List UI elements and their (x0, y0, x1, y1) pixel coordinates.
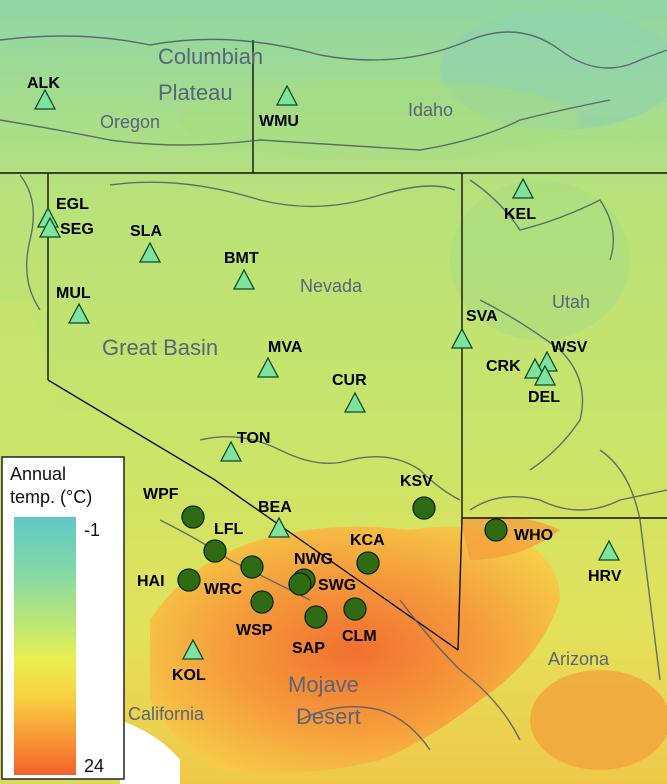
region-nevada: Nevada (300, 276, 363, 296)
legend-title-line2: temp. (°C) (10, 487, 92, 507)
legend-title-line1: Annual (10, 464, 66, 484)
region-labels: Columbian Plateau Oregon Idaho Nevada Ut… (100, 44, 610, 729)
site-label-wmu: WMU (259, 113, 299, 130)
site-label-alk: ALK (27, 75, 60, 92)
site-marker-bmt (232, 268, 256, 290)
site-label-lfl: LFL (214, 521, 244, 538)
site-marker-kel (511, 177, 535, 199)
site-label-clm: CLM (342, 628, 377, 645)
site-marker-ton (219, 440, 243, 462)
site-marker-hrv (597, 539, 621, 561)
site-marker-clm (343, 597, 367, 621)
region-arizona: Arizona (548, 649, 610, 669)
site-label-wpf: WPF (143, 486, 179, 503)
site-marker-ksv (412, 496, 436, 520)
site-marker-wmu (275, 84, 299, 106)
site-label-mul: MUL (56, 285, 91, 302)
site-marker-del (533, 364, 557, 386)
site-marker-kca (356, 551, 380, 575)
site-marker-hai (177, 568, 201, 592)
site-label-bea: BEA (258, 499, 292, 516)
site-label-wsv: WSV (551, 339, 588, 356)
region-plateau: Plateau (158, 80, 233, 105)
state-borders (0, 40, 667, 651)
site-label-sap: SAP (292, 640, 325, 657)
site-label-hai: HAI (137, 573, 165, 590)
site-label-ksv: KSV (400, 473, 433, 490)
site-marker-mul (67, 302, 91, 324)
site-label-ton: TON (237, 430, 270, 447)
site-marker-wrc (240, 555, 264, 579)
site-marker-sva (450, 327, 474, 349)
terrain-contours (0, 31, 667, 751)
site-marker-bea (267, 516, 291, 538)
triangle-sites: ALK WMU EGL SEG SLA BMT MUL KEL SVA WSV CRK DEL MVA C… (27, 75, 622, 684)
site-marker-wpf (181, 505, 205, 529)
region-california: California (128, 704, 205, 724)
region-desert: Desert (296, 704, 361, 729)
region-idaho: Idaho (408, 100, 453, 120)
site-marker-sla (138, 241, 162, 263)
site-label-kol: KOL (172, 667, 206, 684)
site-marker-who (484, 518, 508, 542)
site-label-crk: CRK (486, 358, 521, 375)
site-marker-alk (33, 88, 57, 110)
site-marker-wsp (250, 590, 274, 614)
site-label-kca: KCA (350, 532, 385, 549)
legend-colorbar (14, 517, 76, 775)
region-great-basin: Great Basin (102, 335, 218, 360)
region-utah: Utah (552, 292, 590, 312)
site-label-egl: EGL (56, 196, 89, 213)
site-label-mva: MVA (268, 339, 303, 356)
legend-min-label: 24 (84, 756, 104, 776)
site-marker-sap (304, 605, 328, 629)
site-label-who: WHO (514, 527, 553, 544)
site-label-sla: SLA (130, 223, 162, 240)
site-label-kel: KEL (504, 206, 536, 223)
site-marker-seg (38, 216, 62, 238)
site-label-wrc: WRC (204, 581, 243, 598)
site-marker-crk (523, 357, 547, 379)
region-mojave: Mojave (288, 672, 359, 697)
legend: Annual temp. (°C) -1 24 (1, 456, 125, 780)
legend-max-label: -1 (84, 520, 100, 540)
site-label-sva: SVA (466, 308, 498, 325)
site-label-wsp: WSP (236, 622, 273, 639)
site-label-swg: SWG (318, 577, 356, 594)
site-marker-swg (288, 572, 312, 596)
site-marker-mva (256, 356, 280, 378)
site-label-hrv: HRV (588, 568, 622, 585)
site-label-nwg: NWG (294, 551, 333, 568)
site-label-del: DEL (528, 389, 560, 406)
site-marker-cur (343, 391, 367, 413)
site-label-seg: SEG (60, 221, 94, 238)
site-label-bmt: BMT (224, 250, 259, 267)
region-oregon: Oregon (100, 112, 160, 132)
region-columbian: Columbian (158, 44, 263, 69)
circle-sites: WPF LFL HAI WRC WSP NWG SWG SAP CLM KCA KSV WHO (137, 473, 553, 657)
site-label-cur: CUR (332, 372, 367, 389)
site-marker-lfl (203, 539, 227, 563)
site-marker-kol (181, 638, 205, 660)
